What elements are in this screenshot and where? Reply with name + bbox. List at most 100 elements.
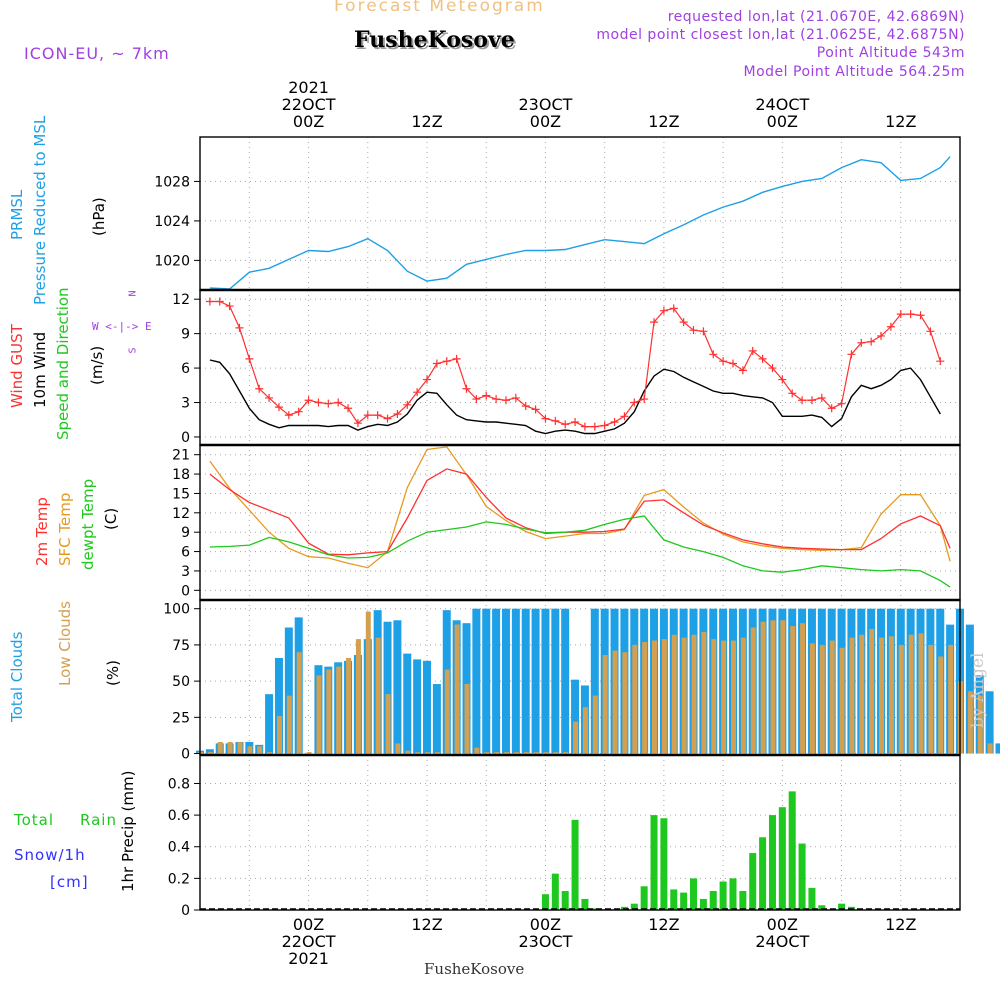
low-cloud-bar [306,752,312,754]
low-cloud-bar [987,743,993,754]
bottom-time-label: 23OCT [519,932,573,951]
gust-point [245,354,254,363]
gust-point [235,323,244,332]
low-cloud-bar [425,752,431,754]
temp2m-line [209,468,951,556]
low-cloud-bar [533,752,539,754]
total-cloud-bar [541,608,550,754]
rain-bar [808,887,816,910]
low-cloud-bar [671,634,677,754]
top-time-label: 12Z [885,112,916,131]
total-cloud-bar [531,608,540,754]
rain-bar [561,891,569,910]
gust-point [531,405,540,414]
gust-point [511,393,520,402]
low-cloud-bar [918,633,924,754]
total-cloud-bar [521,608,530,754]
rain-bar [670,889,678,910]
gust-point [669,304,678,313]
gust-point [501,396,510,405]
gust-point [452,354,461,363]
low-cloud-bar [316,675,322,754]
rain-bar [680,892,688,910]
temp-ytick-label: 9 [181,525,190,541]
rain-bar [739,891,747,910]
clouds-frame [199,599,961,756]
rain-bar [778,807,786,910]
gust-point [580,422,589,431]
gust-point [896,310,905,319]
gust-point [630,398,639,407]
rain-bar [541,894,549,910]
gust-point [817,393,826,402]
total-cloud-bar [482,608,491,754]
pressure-line [209,156,951,290]
rain-bar [818,905,826,910]
gust-point [551,416,560,425]
top-time-label: 2021 [288,78,329,97]
precip-ytick-label: 0.4 [168,840,190,856]
low-cloud-bar [760,621,766,754]
total-cloud-bar [265,694,274,754]
rain-bar [660,818,668,910]
low-cloud-bar [849,637,855,754]
bottom-time-label: 00Z [530,915,561,934]
low-cloud-bar [632,644,638,754]
total-cloud-bar [985,691,994,754]
bottom-time-label: 2021 [288,949,329,968]
low-cloud-bar [454,624,460,754]
low-cloud-bar [819,644,825,754]
gust-point [709,350,718,359]
low-cloud-bar [444,669,450,754]
precip-ytick-label: 0.2 [168,871,190,887]
total-cloud-bar [551,608,560,754]
total-cloud-bar [590,608,599,754]
gust-point [393,410,402,418]
low-cloud-bar [405,750,411,754]
dewpt-line [209,515,951,588]
low-cloud-bar [602,655,608,754]
pressure-ytick-label: 1020 [154,253,190,269]
top-time-label: 00Z [293,112,324,131]
gust-point [847,350,856,359]
gust-point [778,375,787,384]
clouds-ytick-label: 50 [172,674,190,690]
low-cloud-bar [701,631,707,754]
gust-point [659,306,668,315]
bottom-time-label: 12Z [885,915,916,934]
gust-point [255,384,264,393]
low-cloud-bar [721,640,727,754]
gust-point [274,403,283,412]
gust-point [284,411,293,420]
gust-point [442,357,451,366]
wind-ytick-label: 9 [181,327,190,343]
rain-bar [551,873,559,910]
gust-point [304,396,313,405]
temp-ytick-label: 15 [172,486,190,502]
temp-frame [199,444,961,601]
precip-ytick-label: 0.6 [168,808,190,824]
low-cloud-bar [800,623,806,754]
temp-ytick-label: 3 [181,564,190,580]
rain-bar [729,878,737,910]
footer-location: FusheKosove [424,960,525,978]
gust-point [482,391,491,400]
snow-label: Snow/1h [14,846,86,864]
gust-point [679,318,688,327]
rain-bar [838,903,846,910]
gust-point [413,388,422,397]
low-cloud-bar [780,620,786,754]
low-cloud-bar [938,656,944,754]
rain-bar [699,898,707,910]
pressure-ytick-label: 1024 [154,214,190,230]
clouds-ytick-label: 0 [181,747,190,763]
gust-point [265,393,274,402]
low-cloud-bar [257,746,263,754]
total-cloud-bar [413,659,422,754]
low-cloud-bar [276,715,282,754]
temp-ytick-label: 12 [172,506,190,522]
low-cloud-bar [375,637,381,754]
precip-frame [199,754,961,911]
wind10m-line [209,359,941,435]
gust-point [423,375,432,384]
